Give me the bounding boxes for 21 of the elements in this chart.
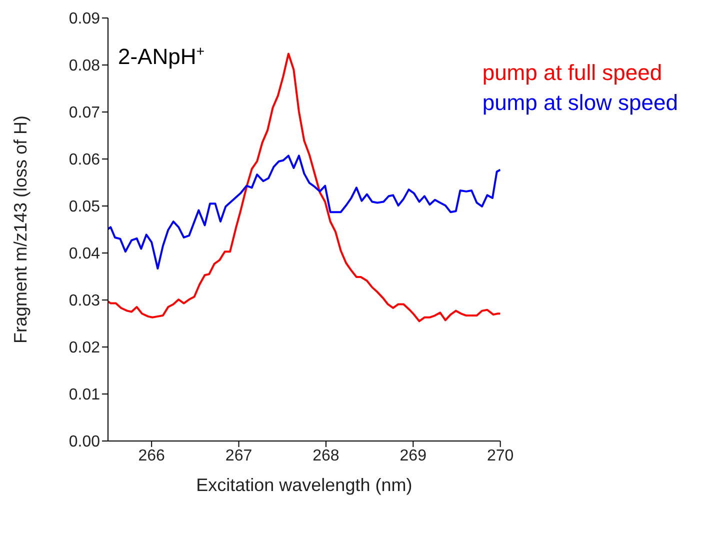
y-axis-title: Fragment m/z143 (loss of H) [10,115,30,344]
x-tick-label: 270 [486,447,514,464]
annotation: 2-ANpH$^{+}$ [118,44,205,69]
x-tick-label: 267 [225,447,252,464]
x-tick-label: 269 [400,447,427,464]
y-tick-label: 0.07 [68,104,100,122]
y-tick-label: 0.06 [68,152,100,169]
line-series [108,154,500,270]
x-tick-label: 268 [312,447,340,464]
y-tick-label: 0.09 [68,10,100,28]
y-tick-label: 0.05 [68,198,100,216]
y-tick-label: 0.02 [68,340,100,357]
y-tick-label: 0.01 [68,386,100,404]
x-axis-title: Excitation wavelength (nm) [196,475,412,495]
text: pump at full speed [482,59,664,87]
x-tick-label: 266 [138,447,166,464]
text: pump at slow speed [482,89,678,117]
y-tick-label: 0.04 [68,246,100,263]
y-tick-label: 0.08 [68,58,100,75]
y-tick-label: 0.03 [68,292,100,310]
y-tick-label: 0.00 [68,434,100,451]
